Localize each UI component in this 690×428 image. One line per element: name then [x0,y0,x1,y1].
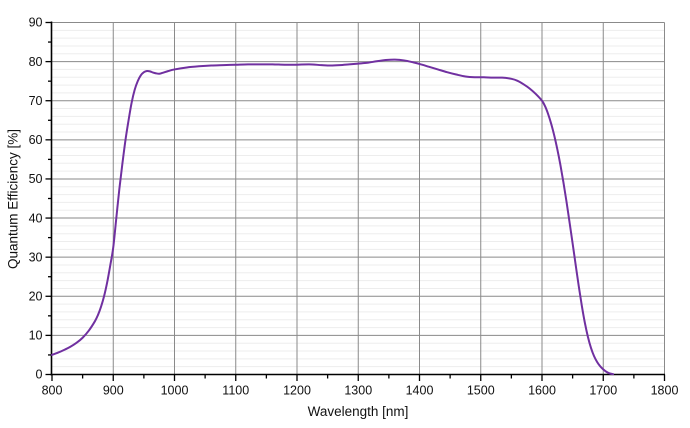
x-tick-label: 1400 [406,384,434,398]
x-tick-label: 1300 [344,384,372,398]
x-tick-labels: 800 900 1000 1100 1200 1300 1400 1500 1600 1700 18… [42,384,679,398]
x-tick-label: 1800 [651,384,679,398]
y-tick-label: 60 [29,133,43,147]
x-tick-label: 1000 [161,384,189,398]
axis-ticks [45,21,666,381]
y-tick-label: 90 [29,16,43,30]
x-tick-label: 1700 [589,384,617,398]
qe-curve [51,58,615,376]
x-tick-label: 1500 [467,384,495,398]
y-tick-label: 40 [29,211,43,225]
y-axis-title: Quantum Efficiency [%] [5,128,21,270]
y-tick-label: 30 [29,250,43,264]
y-tick-label: 50 [29,172,43,186]
y-tick-label: 80 [29,55,43,69]
x-axis-title: Wavelength [nm] [307,404,409,419]
x-tick-label: 900 [103,384,124,398]
x-tick-label: 1100 [222,384,249,398]
y-tick-label: 0 [36,368,43,382]
x-tick-label: 800 [42,384,63,398]
y-tick-label: 10 [29,329,43,343]
y-tick-label: 70 [29,94,43,108]
y-tick-labels: 0 10 20 30 40 50 60 70 80 90 [29,16,43,382]
gridlines-major [52,22,665,375]
x-tick-label: 1600 [528,384,556,398]
y-tick-label: 20 [29,289,43,303]
x-tick-label: 1200 [283,384,311,398]
